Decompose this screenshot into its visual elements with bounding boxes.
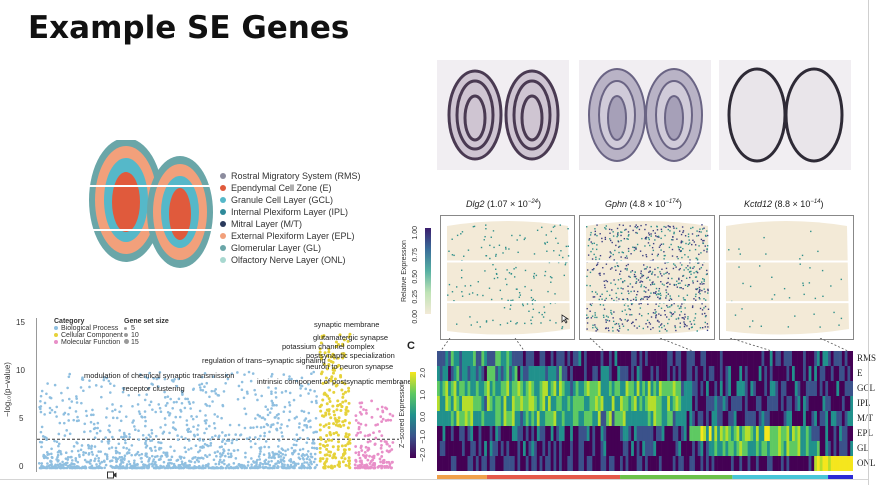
slide-title: Example SE Genes (28, 10, 350, 46)
heatmap-tick-m1: −1.0 (420, 430, 427, 444)
legend-size-5: 5 (124, 325, 169, 332)
heatmap-scale-ticks: 2.0 1.0 0.0 −1.0 −2.0 (420, 368, 432, 464)
row-label-rms: RMS (857, 353, 877, 363)
legend-dot (220, 173, 226, 179)
spatial-map-dlg2 (440, 215, 575, 340)
ytick-5: 5 (19, 414, 24, 423)
heatmap-scale-label: Z−scored Expression (399, 382, 406, 448)
legend-item-gl: Glomerular Layer (GL) (220, 242, 361, 254)
relexp-tick-025: 0.25 (412, 290, 419, 304)
ytick-10: 10 (16, 366, 25, 375)
legend-category-title: Category (54, 318, 85, 325)
annot-potassium-channel: potassium channel complex (282, 342, 375, 351)
annot-trans-synaptic: regulation of trans−synaptic signaling (202, 356, 326, 365)
stain-image-dlg2 (437, 60, 569, 170)
ytick-0: 0 (19, 462, 24, 471)
relexp-colorbar (425, 228, 431, 314)
layers-legend: Rostral Migratory System (RMS) Ependymal… (220, 170, 361, 266)
gene-title-dlg2: Dlg2 (1.07 × 10−24) (466, 199, 541, 209)
layer-schematic-image (88, 138, 213, 268)
annot-neuron-synapse: neuron to neuron synapse (306, 362, 394, 371)
annot-synaptic-membrane: synaptic membrane (314, 320, 380, 329)
zoom-connector-lines (439, 338, 851, 353)
legend-cat-bp: Biological Process (54, 325, 123, 332)
relexp-tick-000: 0.00 (412, 310, 419, 324)
legend-item-e: Ependymal Cell Zone (E) (220, 182, 361, 194)
ytick-15: 15 (16, 318, 25, 327)
legend-dot (124, 333, 128, 337)
legend-dot (220, 257, 226, 263)
annot-intrinsic: intrinsic component of postsynaptic memb… (257, 377, 412, 386)
legend-dot (220, 185, 226, 191)
manhattan-legend-category: Category Biological Process Cellular Com… (54, 318, 123, 346)
legend-cat-mf: Molecular Function (54, 339, 123, 346)
panel-label-c: C (407, 340, 415, 352)
row-label-gl: GL (857, 443, 869, 453)
legend-item-gcl: Granule Cell Layer (GCL) (220, 194, 361, 206)
legend-dot (54, 340, 58, 344)
manhattan-points (37, 332, 395, 470)
legend-dot (220, 197, 226, 203)
mouse-cursor-icon (561, 311, 570, 324)
heatmap-scale-bar (410, 372, 416, 458)
gene-title-kctd12: Kctd12 (8.8 × 10−14) (744, 199, 824, 209)
manhattan-plot-area (36, 318, 399, 472)
row-label-epl: EPL (857, 428, 874, 438)
stain-image-gphn (579, 60, 711, 170)
annot-modulation: modulation of chemical synaptic transmis… (84, 371, 235, 380)
legend-dot (220, 209, 226, 215)
expression-spots (586, 224, 710, 332)
legend-size-15: 15 (124, 339, 169, 346)
relexp-tick-100: 1.00 (412, 226, 419, 240)
slide-frame-bottom (0, 479, 868, 480)
annot-receptor-clustering: receptor clustering (123, 384, 185, 393)
relexp-ticks: 1.00 0.75 0.50 0.25 0.00 (412, 226, 426, 324)
gene-title-gphn: Gphn (4.8 × 10−174) (605, 199, 682, 209)
legend-item-onl: Olfactory Nerve Layer (ONL) (220, 254, 361, 266)
row-label-e: E (857, 368, 863, 378)
legend-dot (220, 233, 226, 239)
legend-dot (54, 333, 58, 337)
legend-item-epl: External Plexiform Layer (EPL) (220, 230, 361, 242)
legend-size-title: Gene set size (124, 318, 169, 325)
legend-dot (124, 327, 127, 330)
spatial-map-kctd12 (719, 215, 854, 340)
legend-dot (220, 245, 226, 251)
slide-frame-right (868, 0, 869, 485)
relexp-tick-075: 0.75 (412, 248, 419, 262)
heatmap-row-labels: RMS E GCL IPL M/T EPL GL ONL (857, 351, 883, 471)
row-label-onl: ONL (857, 458, 876, 468)
row-label-gcl: GCL (857, 383, 875, 393)
row-label-ipl: IPL (857, 398, 871, 408)
legend-item-mt: Mitral Layer (M/T) (220, 218, 361, 230)
video-camera-icon (107, 466, 117, 479)
legend-item-ipl: Internal Plexiform Layer (IPL) (220, 206, 361, 218)
legend-dot (54, 326, 58, 330)
annot-glutamatergic-synapse: glutamatergic synapse (313, 333, 389, 342)
heatmap-tick-m2: −2.0 (420, 448, 427, 462)
heatmap-tick-1: 1.0 (420, 390, 427, 400)
heatmap-grid (437, 351, 854, 479)
relexp-label: Relative Expression (401, 240, 408, 302)
legend-dot (124, 339, 129, 344)
legend-cat-cc: Cellular Component (54, 332, 123, 339)
relexp-tick-050: 0.50 (412, 270, 419, 284)
annot-postsynaptic-specialization: postsynaptic specialization (306, 351, 395, 360)
manhattan-legend-size: Gene set size 5 10 15 (124, 318, 169, 346)
expression-spots (447, 224, 570, 330)
manhattan-ylabel: −log₁₀(p−value) (3, 362, 12, 418)
stain-image-kctd12 (719, 60, 851, 170)
legend-dot (220, 221, 226, 227)
row-label-mt: M/T (857, 413, 874, 423)
legend-item-rms: Rostral Migratory System (RMS) (220, 170, 361, 182)
spatial-map-gphn (579, 215, 715, 340)
heatmap-tick-2: 2.0 (420, 368, 427, 378)
heatmap-tick-0: 0.0 (420, 412, 427, 422)
legend-size-10: 10 (124, 332, 169, 339)
